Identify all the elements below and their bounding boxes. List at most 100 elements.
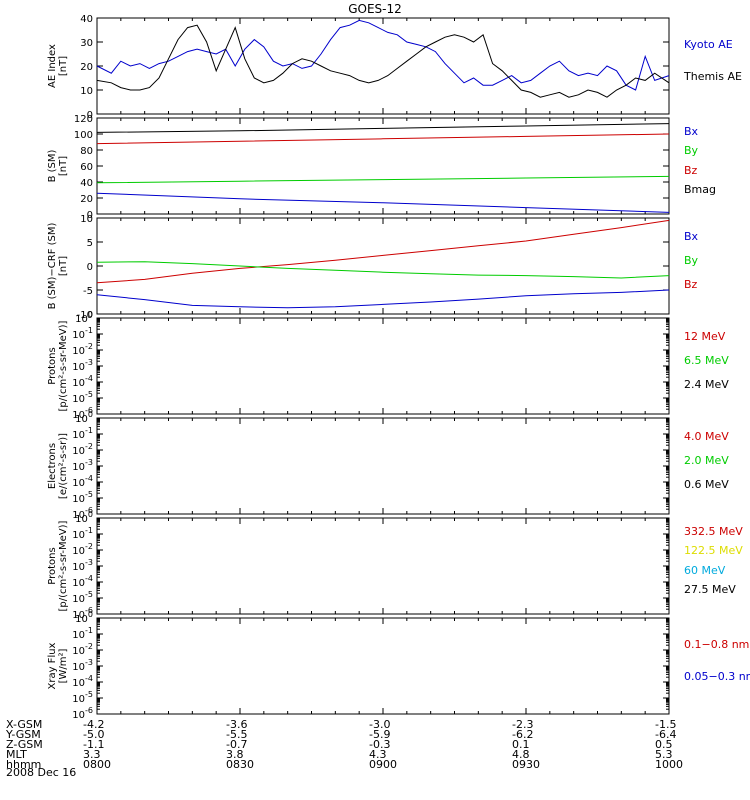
- legend-entry: 0.1−0.8 nm: [684, 638, 750, 651]
- y-tick-label: 10-2: [72, 542, 93, 557]
- y-tick-label: 20: [80, 194, 93, 205]
- ephemeris-value: 3.3: [83, 748, 101, 761]
- y-tick-label: 10-3: [72, 358, 93, 373]
- legend-entry: Bx: [684, 230, 699, 243]
- ephemeris-value: -5.9: [369, 728, 391, 741]
- y-axis-label: Protons [p/(cm²-s-sr-MeV)]: [47, 320, 69, 412]
- date-label: 2008 Dec 16: [6, 766, 77, 779]
- y-tick-label: 10-2: [72, 642, 93, 657]
- ephemeris-value: 0930: [512, 758, 540, 771]
- y-tick-label: 0: [87, 262, 93, 273]
- legend-entry: 0.05−0.3 nm: [684, 670, 750, 683]
- ephemeris-value: 0830: [226, 758, 254, 771]
- legend-entry: Kyoto AE: [684, 38, 733, 51]
- y-tick-label: 10-4: [72, 374, 93, 389]
- y-tick-label: 10-3: [72, 458, 93, 473]
- y-tick-label: 10-5: [72, 590, 93, 605]
- y-tick-label: 10-5: [72, 690, 93, 705]
- ephemeris-value: -0.7: [226, 738, 248, 751]
- legend-entry: 122.5 MeV: [684, 544, 743, 558]
- y-tick-label: 80: [80, 146, 93, 157]
- y-tick-label: 40: [80, 14, 93, 25]
- y-tick-label: 10-1: [72, 326, 93, 341]
- ephemeris-value: -4.2: [83, 718, 105, 731]
- plot-title: GOES-12: [348, 2, 402, 16]
- ephemeris-name: MLT: [6, 748, 27, 761]
- y-tick-label: 10: [80, 214, 93, 225]
- series-line-themis-ae: [96, 24, 670, 98]
- legend-entry: Bmag: [684, 182, 716, 196]
- y-axis-label: Electrons [e/(cm²-s-sr)]: [47, 432, 69, 500]
- ephemeris-name: Z-GSM: [6, 738, 43, 751]
- legend-entry: Bz: [684, 163, 698, 177]
- y-tick-label: 10-4: [72, 574, 93, 589]
- legend-entry: Themis AE: [684, 70, 742, 83]
- y-tick-label: 60: [80, 162, 93, 173]
- series-line-bz: [96, 133, 670, 145]
- legend-entry: By: [684, 144, 699, 158]
- y-tick-label: -5: [83, 286, 93, 297]
- y-tick-label: 10-3: [72, 658, 93, 673]
- ephemeris-value: -3.0: [369, 718, 391, 731]
- ephemeris-value: 5.3: [655, 748, 673, 761]
- legend-entry: 12 MeV: [684, 330, 726, 343]
- ephemeris-value: -5.5: [226, 728, 248, 741]
- ephemeris-value: -5.0: [83, 728, 105, 741]
- y-axis-label: B (SM) [nT]: [47, 149, 69, 183]
- panel-frame-3: [96, 317, 670, 415]
- legend-entry: By: [684, 254, 699, 267]
- ephemeris-value: 4.3: [369, 748, 387, 761]
- ephemeris-value: -1.5: [655, 718, 677, 731]
- ephemeris-value: -1.1: [83, 738, 105, 751]
- y-tick-label: 10-4: [72, 674, 93, 689]
- y-tick-label: 40: [80, 178, 93, 189]
- y-tick-label: 5: [87, 238, 93, 249]
- ephemeris-value: 0800: [83, 758, 111, 771]
- legend-entry: Bx: [684, 125, 699, 139]
- legend-entry: Bz: [684, 278, 698, 291]
- panel-frame-1: [96, 117, 670, 215]
- y-tick-label: 10-2: [72, 442, 93, 457]
- panel-frame-5: [96, 517, 670, 615]
- series-line-by: [96, 261, 670, 279]
- y-tick-label: 10-1: [72, 426, 93, 441]
- y-tick-label: 0: [87, 210, 93, 221]
- y-tick-label: 100: [74, 130, 93, 141]
- panel-frame-4: [96, 417, 670, 515]
- y-tick-label: 30: [80, 38, 93, 49]
- ephemeris-value: 1000: [655, 758, 683, 771]
- y-tick-label: 10-3: [72, 558, 93, 573]
- y-tick-label: 20: [80, 62, 93, 73]
- ephemeris-value: 0.5: [655, 738, 673, 751]
- y-tick-label: 10-5: [72, 490, 93, 505]
- ephemeris-value: 3.8: [226, 748, 244, 761]
- series-line-bmag: [96, 123, 670, 133]
- y-axis-label: B (SM)−CRF (SM) [nT]: [47, 222, 69, 310]
- legend-entry: 332.5 MeV: [684, 525, 743, 539]
- series-line-bx: [96, 192, 670, 213]
- y-tick-label: 10-2: [72, 342, 93, 357]
- series-line-by: [96, 175, 670, 184]
- y-tick-label: 10-4: [72, 474, 93, 489]
- ephemeris-value: -2.3: [512, 718, 534, 731]
- panel-frame-0: [96, 17, 670, 115]
- series-line-bz: [96, 219, 670, 284]
- y-tick-label: 10-5: [72, 390, 93, 405]
- ephemeris-value: -6.2: [512, 728, 534, 741]
- y-tick-label: 0: [87, 110, 93, 121]
- y-tick-label: 10: [80, 86, 93, 97]
- legend-entry: 0.6 MeV: [684, 478, 729, 491]
- ephemeris-name: hhmm: [6, 758, 42, 771]
- legend-entry: 6.5 MeV: [684, 354, 729, 367]
- panel-frame-6: [96, 617, 670, 715]
- y-tick-label: 10-1: [72, 526, 93, 541]
- legend-entry: 60 MeV: [684, 563, 726, 577]
- y-tick-label: -10: [77, 310, 93, 321]
- ephemeris-name: Y-GSM: [6, 728, 41, 741]
- ephemeris-value: -6.4: [655, 728, 677, 741]
- ephemeris-value: -3.6: [226, 718, 248, 731]
- y-axis-label: AE Index [nT]: [47, 44, 69, 88]
- legend-entry: 2.0 MeV: [684, 454, 729, 467]
- legend-entry: 4.0 MeV: [684, 430, 729, 443]
